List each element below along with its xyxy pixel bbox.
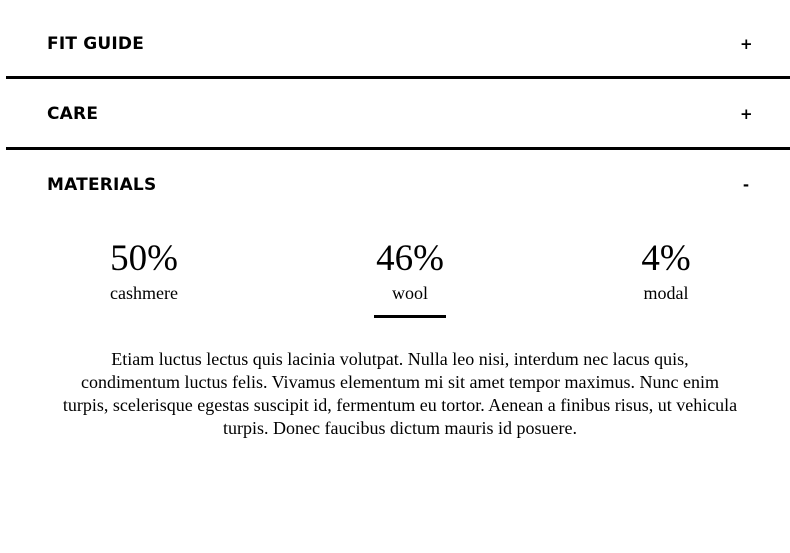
accordion-header-care[interactable]: CARE +: [6, 79, 790, 147]
product-info-accordion: FIT GUIDE + CARE + MATERIALS -: [6, 8, 790, 218]
materials-panel: 50% cashmere 46% wool 4% modal Etiam luc…: [0, 230, 790, 438]
material-stat-modal[interactable]: 4% modal: [586, 238, 746, 303]
accordion-title: CARE: [47, 104, 99, 124]
plus-icon[interactable]: +: [740, 35, 753, 53]
material-label: wool: [392, 283, 428, 303]
minus-icon[interactable]: -: [742, 176, 750, 194]
accordion-header-materials[interactable]: MATERIALS -: [6, 150, 790, 218]
material-percent: 50%: [110, 238, 178, 279]
material-composition: 50% cashmere 46% wool 4% modal: [0, 230, 790, 330]
section-divider: [6, 147, 790, 150]
material-percent: 4%: [641, 238, 691, 279]
accordion-title: FIT GUIDE: [47, 34, 145, 54]
accordion-header-fit-guide[interactable]: FIT GUIDE +: [6, 8, 790, 68]
material-percent: 46%: [376, 238, 444, 279]
material-label: modal: [643, 283, 689, 303]
material-label: cashmere: [110, 283, 178, 303]
active-indicator: [374, 315, 446, 318]
material-stat-wool[interactable]: 46% wool: [330, 238, 490, 318]
material-stat-cashmere[interactable]: 50% cashmere: [64, 238, 224, 303]
material-description: Etiam luctus lectus quis lacinia volutpa…: [62, 349, 738, 438]
plus-icon[interactable]: +: [740, 105, 753, 123]
section-divider: [6, 76, 790, 79]
accordion-title: MATERIALS: [47, 175, 157, 195]
